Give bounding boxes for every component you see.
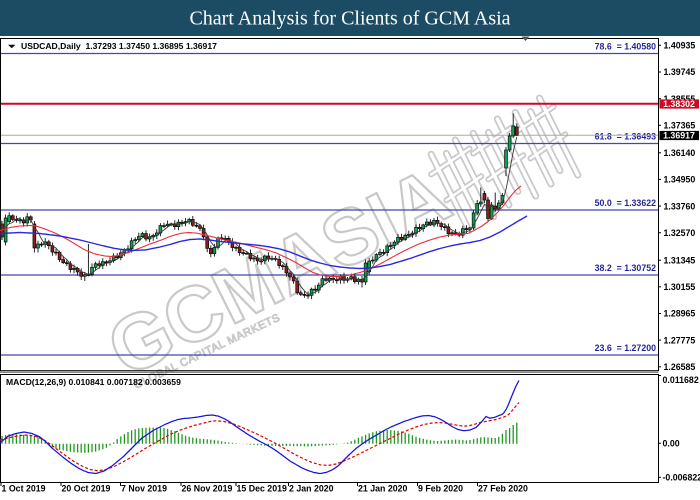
svg-text:1 Oct 2019: 1 Oct 2019 <box>2 484 46 494</box>
svg-text:27 Feb 2020: 27 Feb 2020 <box>478 484 528 494</box>
svg-text:7 Nov 2019: 7 Nov 2019 <box>121 484 167 494</box>
svg-text:1.36140: 1.36140 <box>664 148 696 158</box>
svg-text:0.00: 0.00 <box>663 439 680 449</box>
svg-text:1.32570: 1.32570 <box>664 228 696 238</box>
svg-text:1.31345: 1.31345 <box>664 255 696 265</box>
svg-text:9 Feb 2020: 9 Feb 2020 <box>418 484 463 494</box>
svg-text:1.28965: 1.28965 <box>664 309 696 319</box>
svg-text:0.011682: 0.011682 <box>663 375 699 385</box>
svg-text:MACD(12,26,9) 0.010841 0.00718: MACD(12,26,9) 0.010841 0.007182 0.003659 <box>6 377 181 387</box>
svg-text:1.26585: 1.26585 <box>664 362 696 372</box>
svg-text:1.37365: 1.37365 <box>664 121 696 131</box>
svg-text:61.8 = 1.36493: 61.8 = 1.36493 <box>595 132 656 142</box>
svg-text:26 Nov 2019: 26 Nov 2019 <box>182 484 233 494</box>
svg-text:23.6 = 1.27200: 23.6 = 1.27200 <box>595 343 656 353</box>
svg-text:20 Oct 2019: 20 Oct 2019 <box>62 484 111 494</box>
svg-text:1.33760: 1.33760 <box>664 201 696 211</box>
svg-text:21 Jan 2020: 21 Jan 2020 <box>358 484 408 494</box>
svg-text:1.36917: 1.36917 <box>663 131 695 141</box>
svg-text:Chart Analysis for Clients of: Chart Analysis for Clients of GCM Asia <box>189 8 510 30</box>
svg-text:1.38555: 1.38555 <box>664 94 696 104</box>
svg-text:1.40935: 1.40935 <box>664 41 696 51</box>
svg-text:1.38302: 1.38302 <box>663 99 695 109</box>
svg-text:2 Jan 2020: 2 Jan 2020 <box>289 484 334 494</box>
svg-text:38.2 = 1.30752: 38.2 = 1.30752 <box>595 263 656 273</box>
svg-text:-0.006822: -0.006822 <box>663 473 700 483</box>
svg-text:50.0 = 1.33622: 50.0 = 1.33622 <box>595 198 656 208</box>
svg-text:1.27775: 1.27775 <box>664 335 696 345</box>
svg-text:78.6 = 1.40580: 78.6 = 1.40580 <box>595 42 656 52</box>
svg-text:1.34950: 1.34950 <box>664 175 696 185</box>
svg-text:USDCAD,Daily 1.37293 1.37450: USDCAD,Daily 1.37293 1.37450 1.36895 1.3… <box>21 41 217 51</box>
svg-text:1.39745: 1.39745 <box>664 67 696 77</box>
svg-text:1.30155: 1.30155 <box>664 282 696 292</box>
svg-text:15 Dec 2019: 15 Dec 2019 <box>237 484 287 494</box>
